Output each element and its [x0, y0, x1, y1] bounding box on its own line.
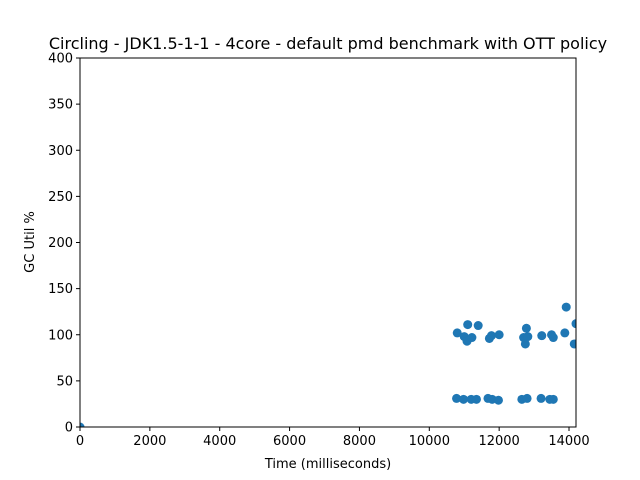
x-tick-label: 6000: [273, 434, 306, 449]
x-tick-label: 2000: [133, 434, 166, 449]
data-point: [536, 393, 546, 403]
chart-title: Circling - JDK1.5-1-1 - 4core - default …: [49, 34, 607, 53]
data-point: [569, 339, 576, 349]
data-point: [471, 394, 481, 404]
x-tick-label: 14000: [548, 434, 589, 449]
x-axis: 0 2000 4000 6000 8000 10000 12000 14000: [76, 427, 590, 449]
y-axis: 0 50 100 150 200 250 300 350 400: [48, 52, 80, 436]
x-tick-label: 4000: [203, 434, 236, 449]
y-tick-label: 0: [65, 421, 73, 436]
y-tick-label: 150: [48, 282, 73, 297]
plot-area-frame: [79, 57, 577, 428]
data-point: [473, 321, 483, 331]
x-tick-label: 0: [76, 434, 84, 449]
y-tick-label: 250: [48, 190, 73, 205]
data-point: [560, 328, 570, 338]
y-tick-label: 350: [48, 98, 73, 113]
data-point: [537, 331, 547, 341]
data-point: [459, 394, 469, 404]
data-point: [467, 333, 477, 343]
data-point: [452, 393, 462, 403]
data-point: [463, 320, 473, 330]
data-point: [452, 328, 462, 338]
data-point: [548, 394, 558, 404]
x-axis-label: Time (milliseconds): [264, 457, 391, 472]
data-point: [494, 330, 504, 340]
data-point: [486, 331, 496, 341]
data-point: [523, 332, 533, 342]
data-point: [522, 393, 532, 403]
data-point: [548, 333, 558, 343]
x-tick-label: 10000: [409, 434, 450, 449]
data-point: [571, 319, 576, 329]
x-tick-label: 12000: [478, 434, 519, 449]
data-point: [561, 302, 571, 312]
y-tick-label: 50: [56, 374, 73, 389]
x-tick-label: 8000: [343, 434, 376, 449]
y-tick-label: 300: [48, 144, 73, 159]
y-axis-label: GC Util %: [23, 211, 38, 273]
y-tick-label: 100: [48, 328, 73, 343]
data-point: [493, 395, 503, 405]
data-point: [520, 339, 530, 349]
data-point: [521, 323, 531, 333]
y-tick-label: 200: [48, 236, 73, 251]
y-tick-label: 400: [48, 52, 73, 67]
points-layer: [80, 302, 576, 427]
data-point: [80, 422, 85, 427]
